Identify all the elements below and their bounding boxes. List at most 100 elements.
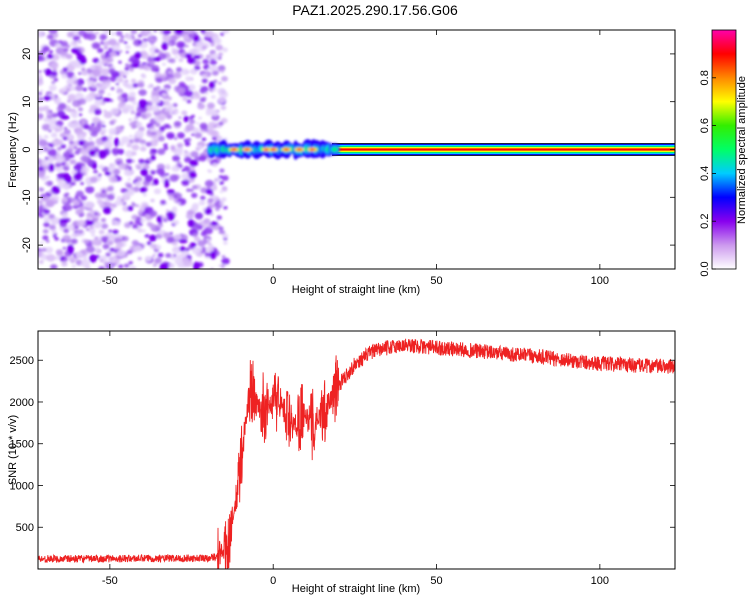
noise-speckle (135, 204, 140, 208)
snr-y-tick-label: 1500 (10, 439, 34, 451)
noise-speckle (176, 142, 184, 148)
noise-speckle (101, 235, 109, 243)
noise-speckle (101, 204, 106, 208)
noise-blob (44, 68, 52, 77)
noise-speckle (176, 41, 186, 49)
noise-speckle (144, 112, 152, 118)
noise-speckle (205, 246, 214, 254)
noise-speckle (186, 210, 194, 216)
noise-speckle (38, 158, 41, 161)
noise-speckle (222, 30, 230, 34)
noise-speckle (80, 259, 91, 268)
noise-speckle (100, 259, 104, 263)
noise-speckle (177, 87, 186, 94)
noise-speckle (61, 261, 68, 267)
noise-speckle (199, 88, 207, 94)
noise-speckle (134, 137, 141, 143)
noise-blob (153, 178, 159, 186)
noise-speckle (153, 188, 162, 195)
noise-speckle (92, 57, 100, 64)
noise-speckle (181, 257, 190, 263)
noise-speckle (155, 85, 161, 90)
noise-speckle (118, 141, 125, 147)
snr-series-line (38, 338, 675, 569)
noise-blob (127, 205, 134, 211)
noise-speckle (103, 261, 110, 266)
noise-speckle (94, 99, 103, 106)
noise-speckle (140, 52, 150, 59)
noise-speckle (145, 141, 152, 147)
noise-speckle (174, 257, 184, 265)
noise-speckle (108, 229, 113, 233)
noise-speckle (73, 41, 77, 45)
snr-x-tick-label: -50 (102, 575, 118, 587)
noise-speckle (220, 105, 227, 111)
noise-speckle (216, 215, 222, 220)
noise-speckle (114, 199, 122, 206)
noise-blob (185, 53, 192, 59)
noise-speckle (157, 252, 164, 258)
noise-speckle (111, 44, 121, 51)
noise-speckle (204, 179, 214, 188)
noise-speckle (61, 212, 69, 218)
noise-blob (149, 234, 157, 242)
noise-speckle (217, 87, 226, 95)
noise-blob (131, 63, 140, 68)
noise-speckle (42, 229, 49, 234)
tone-band (332, 143, 675, 156)
noise-speckle (107, 93, 111, 96)
noise-speckle (165, 77, 170, 81)
noise-speckle (78, 107, 84, 112)
noise-speckle (93, 211, 99, 216)
noise-speckle (191, 114, 195, 118)
noise-speckle (84, 201, 94, 209)
noise-speckle (52, 68, 57, 72)
noise-speckle (178, 116, 182, 119)
spectrogram-x-tick-label: -50 (102, 275, 118, 287)
noise-speckle (147, 84, 152, 89)
noise-speckle (148, 32, 154, 37)
noise-speckle (141, 229, 146, 233)
noise-speckle (138, 82, 145, 88)
noise-blob (75, 51, 83, 57)
noise-speckle (71, 264, 76, 268)
noise-blob (65, 175, 72, 184)
noise-speckle (150, 170, 156, 175)
noise-speckle (199, 97, 206, 103)
noise-speckle (137, 256, 142, 261)
noise-speckle (94, 247, 101, 252)
noise-speckle (141, 211, 146, 215)
noise-speckle (218, 264, 223, 268)
snr-y-axis-label: SNR (10 * v/v) (7, 415, 19, 485)
noise-speckle (115, 241, 124, 248)
colorbar-tick-label: 0.0 (699, 261, 711, 276)
noise-speckle (101, 68, 110, 76)
noise-speckle (72, 35, 81, 42)
noise-blob (139, 186, 147, 193)
noise-speckle (191, 192, 198, 198)
noise-speckle (91, 233, 96, 237)
noise-speckle (182, 34, 190, 40)
noise-speckle (67, 93, 77, 101)
spectrogram-y-tick-label: 0 (21, 146, 33, 152)
noise-blob (103, 206, 112, 215)
noise-speckle (218, 175, 224, 179)
noise-speckle (195, 121, 200, 125)
noise-speckle (104, 147, 110, 152)
noise-speckle (171, 47, 175, 51)
noise-speckle (220, 230, 226, 235)
noise-speckle (149, 210, 158, 217)
noise-speckle (124, 67, 130, 71)
noise-speckle (221, 175, 229, 181)
noise-speckle (221, 257, 230, 265)
noise-speckle (189, 188, 194, 192)
noise-speckle (64, 186, 70, 191)
noise-speckle (45, 200, 55, 208)
noise-speckle (116, 196, 123, 201)
noise-speckle (48, 84, 57, 92)
noise-blob (91, 162, 98, 170)
noise-speckle (154, 48, 160, 54)
noise-speckle (86, 180, 92, 186)
noise-speckle (89, 225, 94, 230)
